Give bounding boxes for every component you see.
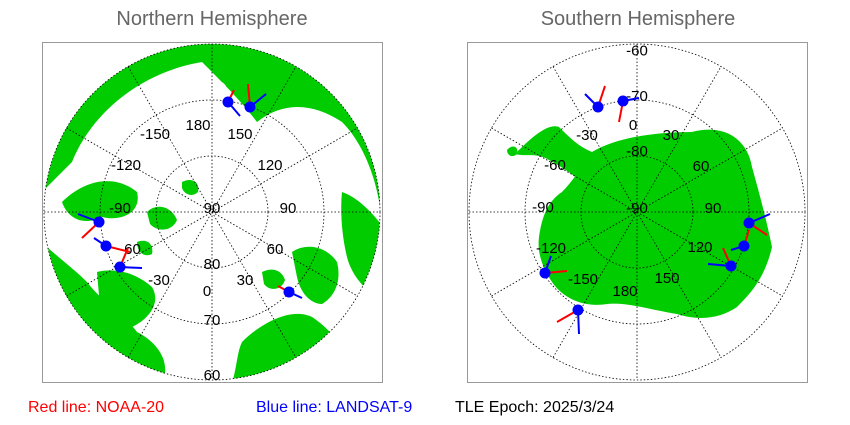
south-lon-label: 120 <box>687 239 712 256</box>
south-satellite-markers <box>539 85 771 335</box>
north-lon-label: 60 <box>267 241 284 258</box>
satellite-marker <box>539 255 568 279</box>
north-lat-label: 80 <box>204 256 221 273</box>
satellite-marker <box>730 229 750 252</box>
legend-tle-epoch: TLE Epoch: 2025/3/24 <box>455 399 615 416</box>
south-lon-label: -120 <box>536 240 566 257</box>
north-lon-label: 150 <box>227 126 252 143</box>
north-lon-label-zero: 0 <box>203 283 211 300</box>
south-lon-label: -60 <box>544 157 566 174</box>
south-panel-title: Southern Hemisphere <box>540 8 736 30</box>
satellite-marker <box>77 213 105 239</box>
legend-blue-line: Blue line: LANDSAT-9 <box>256 399 413 416</box>
north-graticule <box>43 43 381 381</box>
north-satellite-markers <box>77 83 303 299</box>
north-lon-label: -30 <box>148 272 170 289</box>
satellite-marker <box>743 213 771 236</box>
legend-red-line: Red line: NOAA-20 <box>28 399 165 416</box>
south-lon-label: 150 <box>654 270 679 287</box>
south-lon-label: 180 <box>612 283 637 300</box>
satellite-marker <box>244 83 267 113</box>
north-lon-label: -120 <box>111 157 141 174</box>
satellite-marker <box>222 89 241 117</box>
north-lon-label: 30 <box>237 272 254 289</box>
satellite-marker <box>556 304 584 335</box>
satellite-marker <box>617 95 640 123</box>
south-lon-label: 90 <box>705 200 722 217</box>
south-land <box>507 126 772 318</box>
south-lon-label: -150 <box>568 271 598 288</box>
north-lon-label: 120 <box>257 157 282 174</box>
satellite-marker <box>114 247 143 273</box>
north-lat-label: 60 <box>204 367 221 383</box>
north-lat-label: 90 <box>204 200 221 217</box>
north-lon-label: -150 <box>140 126 170 143</box>
north-lat-label: 70 <box>204 312 221 329</box>
north-panel-title: Northern Hemisphere <box>116 8 308 30</box>
south-lat-label: -80 <box>626 143 648 160</box>
north-lon-label: -90 <box>109 200 131 217</box>
north-lon-label: 180 <box>185 117 210 134</box>
south-lon-label: 30 <box>663 127 680 144</box>
south-lat-label: -70 <box>626 88 648 105</box>
north-lon-label: 90 <box>280 200 297 217</box>
north-polar-map: 180 150 120 90 60 30 -30 -60 -90 -120 -1… <box>42 42 383 383</box>
south-lon-label: 0 <box>629 117 637 134</box>
satellite-marker <box>277 285 303 299</box>
satellite-marker <box>707 247 737 272</box>
satellite-marker <box>584 85 606 113</box>
south-lat-label: -90 <box>626 200 648 217</box>
south-lon-label: -30 <box>576 127 598 144</box>
south-lon-label: 60 <box>693 158 710 175</box>
south-polar-map: 0 30 60 90 120 150 180 -150 -120 -90 -60… <box>467 42 808 383</box>
south-lon-label: -90 <box>532 199 554 216</box>
south-lat-label: -60 <box>626 42 648 59</box>
